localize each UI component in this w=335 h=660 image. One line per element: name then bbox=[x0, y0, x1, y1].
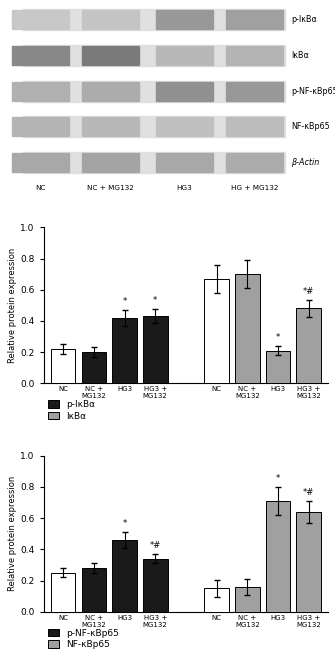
Bar bbox=[82, 46, 139, 65]
Bar bbox=[156, 153, 213, 172]
Bar bbox=[156, 82, 213, 101]
Bar bbox=[82, 117, 139, 137]
Text: NC + MG132: NC + MG132 bbox=[87, 185, 134, 191]
Bar bbox=[226, 117, 283, 137]
Legend: p-IκBα, IκBα: p-IκBα, IκBα bbox=[48, 400, 95, 420]
Bar bbox=[23, 9, 285, 30]
Bar bbox=[23, 45, 285, 66]
Text: HG3: HG3 bbox=[176, 185, 192, 191]
Bar bbox=[226, 46, 283, 65]
Bar bbox=[23, 116, 285, 137]
Bar bbox=[226, 82, 283, 101]
Bar bbox=[156, 117, 213, 137]
Bar bbox=[82, 153, 139, 172]
Text: NC: NC bbox=[35, 185, 46, 191]
Bar bbox=[12, 82, 69, 101]
Bar bbox=[23, 152, 285, 173]
Bar bbox=[226, 153, 283, 172]
Text: β-Actin: β-Actin bbox=[291, 158, 320, 167]
Bar bbox=[82, 11, 139, 30]
Text: NF-κBp65: NF-κBp65 bbox=[291, 122, 330, 131]
Bar bbox=[12, 11, 69, 30]
Bar bbox=[156, 11, 213, 30]
Bar bbox=[226, 11, 283, 30]
Bar bbox=[12, 117, 69, 137]
Text: HG + MG132: HG + MG132 bbox=[231, 185, 278, 191]
Bar bbox=[23, 81, 285, 102]
Bar bbox=[12, 153, 69, 172]
Legend: p-NF-κBp65, NF-κBp65: p-NF-κBp65, NF-κBp65 bbox=[48, 628, 119, 649]
Bar bbox=[82, 82, 139, 101]
Text: IκBα: IκBα bbox=[291, 51, 309, 60]
Text: p-IκBα: p-IκBα bbox=[291, 15, 317, 24]
Text: p-NF-κBp65: p-NF-κBp65 bbox=[291, 86, 335, 96]
Bar bbox=[12, 46, 69, 65]
Bar bbox=[156, 46, 213, 65]
